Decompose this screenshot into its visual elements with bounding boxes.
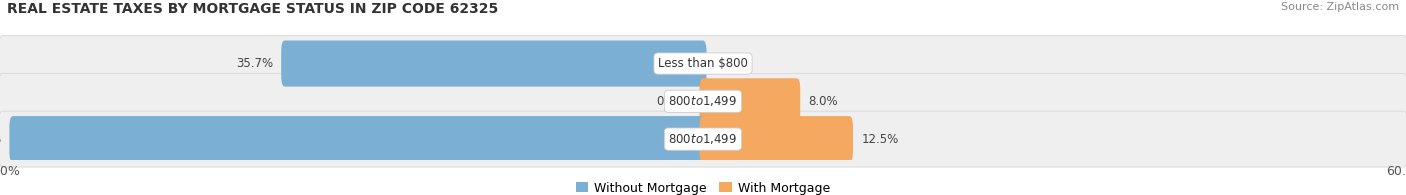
Text: 0.0%: 0.0%	[721, 57, 751, 70]
Text: 12.5%: 12.5%	[860, 133, 898, 146]
Text: 35.7%: 35.7%	[236, 57, 273, 70]
FancyBboxPatch shape	[0, 73, 1406, 129]
FancyBboxPatch shape	[0, 111, 1406, 167]
FancyBboxPatch shape	[700, 78, 800, 124]
FancyBboxPatch shape	[0, 36, 1406, 91]
FancyBboxPatch shape	[10, 116, 707, 162]
Text: 0.0%: 0.0%	[655, 95, 686, 108]
Text: $800 to $1,499: $800 to $1,499	[668, 94, 738, 108]
Text: 8.0%: 8.0%	[808, 95, 838, 108]
FancyBboxPatch shape	[700, 116, 853, 162]
FancyBboxPatch shape	[281, 41, 707, 87]
Legend: Without Mortgage, With Mortgage: Without Mortgage, With Mortgage	[571, 177, 835, 195]
Text: $800 to $1,499: $800 to $1,499	[668, 132, 738, 146]
Text: Less than $800: Less than $800	[658, 57, 748, 70]
Text: Source: ZipAtlas.com: Source: ZipAtlas.com	[1281, 2, 1399, 12]
Text: REAL ESTATE TAXES BY MORTGAGE STATUS IN ZIP CODE 62325: REAL ESTATE TAXES BY MORTGAGE STATUS IN …	[7, 2, 498, 16]
